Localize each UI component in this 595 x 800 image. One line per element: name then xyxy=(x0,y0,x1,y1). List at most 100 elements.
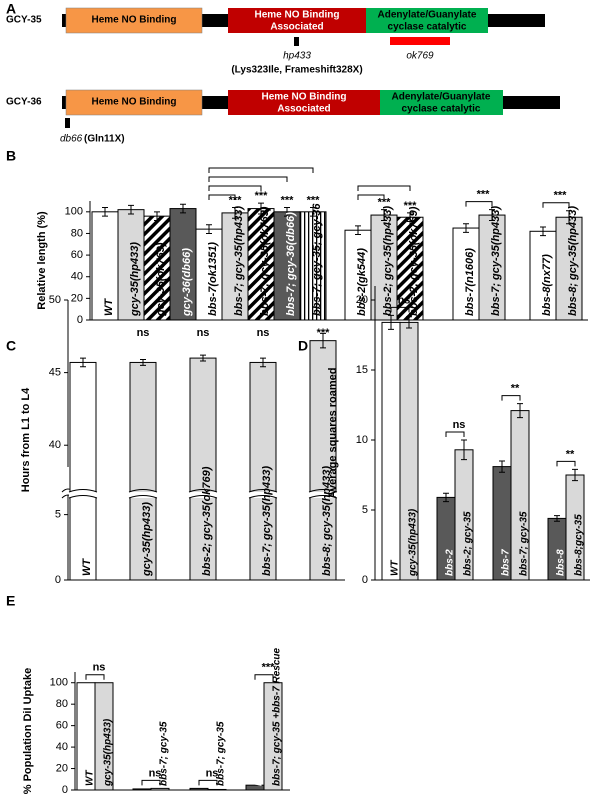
error-bar xyxy=(406,316,412,329)
bar xyxy=(132,788,152,791)
bar-break-line xyxy=(128,489,158,499)
error-bar xyxy=(200,354,206,362)
error-bar xyxy=(540,226,546,237)
y-axis-title: Relative length (%) xyxy=(36,211,48,310)
domain-label: cyclase catalytic xyxy=(402,104,481,115)
error-bar xyxy=(258,202,264,215)
bar-label: WT xyxy=(85,770,96,786)
error-bar xyxy=(499,460,505,473)
y-tick-label: 100 xyxy=(50,677,68,689)
bar xyxy=(117,209,145,321)
bracket xyxy=(501,395,521,401)
significance: *** xyxy=(262,662,276,674)
bar-label: bbs-2; gcy-35(hp433) xyxy=(382,206,394,316)
y-tick-label: 100 xyxy=(65,206,83,218)
domain xyxy=(228,90,380,115)
y-axis-title: Average squares roamed xyxy=(327,367,339,498)
domain xyxy=(380,90,503,115)
error-bar xyxy=(154,211,160,221)
y-axis-title: Hours from L1 to L4 xyxy=(20,387,32,492)
bar xyxy=(169,208,197,321)
bar-label: bbs-2; gcy-35 xyxy=(463,511,474,576)
panel-label: C xyxy=(6,338,16,354)
domain-label: Adenylate/Guanylate xyxy=(378,10,477,21)
y-tick-label: 15 xyxy=(356,364,368,376)
bar-label: bbs-2 xyxy=(445,549,456,576)
error-bar xyxy=(443,492,449,503)
significance: *** xyxy=(307,194,321,206)
bar xyxy=(150,787,170,791)
bar-label: bbs-2(gk544) xyxy=(356,248,368,316)
panel-label: B xyxy=(6,148,16,164)
y-tick-label: 60 xyxy=(56,720,68,732)
allele-effect: (Lys323Ile, Frameshift328X) xyxy=(231,65,362,76)
domain-label: Heme NO Binding xyxy=(91,15,176,26)
bar-break-line xyxy=(248,489,278,499)
y-tick-label: 0 xyxy=(55,574,61,586)
bar-label: bbs-7; gcy-35 xyxy=(254,721,265,786)
significance: *** xyxy=(554,190,568,202)
bar xyxy=(309,340,337,581)
bar xyxy=(247,208,275,321)
significance: ns xyxy=(149,767,162,779)
bar-label: WT xyxy=(390,560,401,576)
bar xyxy=(249,361,277,581)
bracket xyxy=(254,674,274,680)
bracket xyxy=(357,185,411,191)
bar-label: WT xyxy=(103,298,115,316)
bracket xyxy=(357,194,385,200)
panel-label: E xyxy=(6,593,15,609)
bar-label: bbs-7; gcy-35 xyxy=(216,721,227,786)
bracket xyxy=(208,185,262,191)
y-axis-title: % Population DiI Uptake xyxy=(22,668,34,795)
bracket xyxy=(208,167,314,173)
bar-label: bbs-7; gcy-35 xyxy=(519,511,530,576)
error-bar xyxy=(180,203,186,214)
gene-gcy36: GCY-36 Heme NO Binding Heme NO Binding A… xyxy=(6,89,560,145)
bar-label: bbs-8; gcy-35(hp433) xyxy=(567,206,579,316)
y-tick-label: 0 xyxy=(62,784,68,796)
bar-label: WT xyxy=(81,558,93,576)
bar xyxy=(69,361,97,581)
bar-label: gcy-36(db66) xyxy=(181,248,193,317)
bar-label: gcy-35(hp433) xyxy=(103,718,114,787)
error-bar xyxy=(381,209,387,221)
bar-label: bbs-7; gcy-35(hp433) xyxy=(233,206,245,316)
error-bar xyxy=(232,206,238,219)
allele-name: db66 xyxy=(60,134,83,145)
bar-label: bbs-7; gcy-35(hp433) xyxy=(261,466,273,576)
bar-label: bbs-7; gcy-35; gcy-36 xyxy=(311,203,323,316)
bar-label: bbs-8; gcy-35(hp433) xyxy=(321,466,333,576)
bar-break-line xyxy=(308,489,338,499)
allele-name: hp433 xyxy=(283,51,311,62)
error-bar xyxy=(206,224,212,234)
bracket xyxy=(208,176,288,182)
bracket xyxy=(198,779,218,786)
bar-label: bbs-2; gcy-35(ok769) xyxy=(201,466,213,576)
significance: *** xyxy=(477,189,491,201)
y-tick-label: 5 xyxy=(362,504,368,516)
allele-effect: (Gln11X) xyxy=(84,134,125,145)
bar xyxy=(381,321,401,581)
allele-name: ok769 xyxy=(406,51,434,62)
significance: ns xyxy=(453,419,466,431)
error-bar xyxy=(80,357,86,368)
significance: *** xyxy=(317,327,331,339)
allele-marker xyxy=(65,118,70,128)
y-tick-label: 40 xyxy=(71,271,83,283)
error-bar xyxy=(489,209,495,221)
bar-label: bbs-7; gcy-35 +bbs-7 Rescue xyxy=(272,647,283,786)
domain-label: Associated xyxy=(270,22,323,33)
bar xyxy=(195,228,223,321)
y-tick-label: 40 xyxy=(49,439,61,451)
bar-label: bbs-7 xyxy=(501,549,512,576)
significance: *** xyxy=(255,190,269,202)
significance: ns xyxy=(93,662,106,674)
domain xyxy=(65,89,203,116)
domain-label: cyclase catalytic xyxy=(388,22,467,33)
significance: *** xyxy=(404,200,418,212)
bracket xyxy=(208,194,236,200)
bracket xyxy=(542,202,570,208)
bar xyxy=(94,682,114,791)
